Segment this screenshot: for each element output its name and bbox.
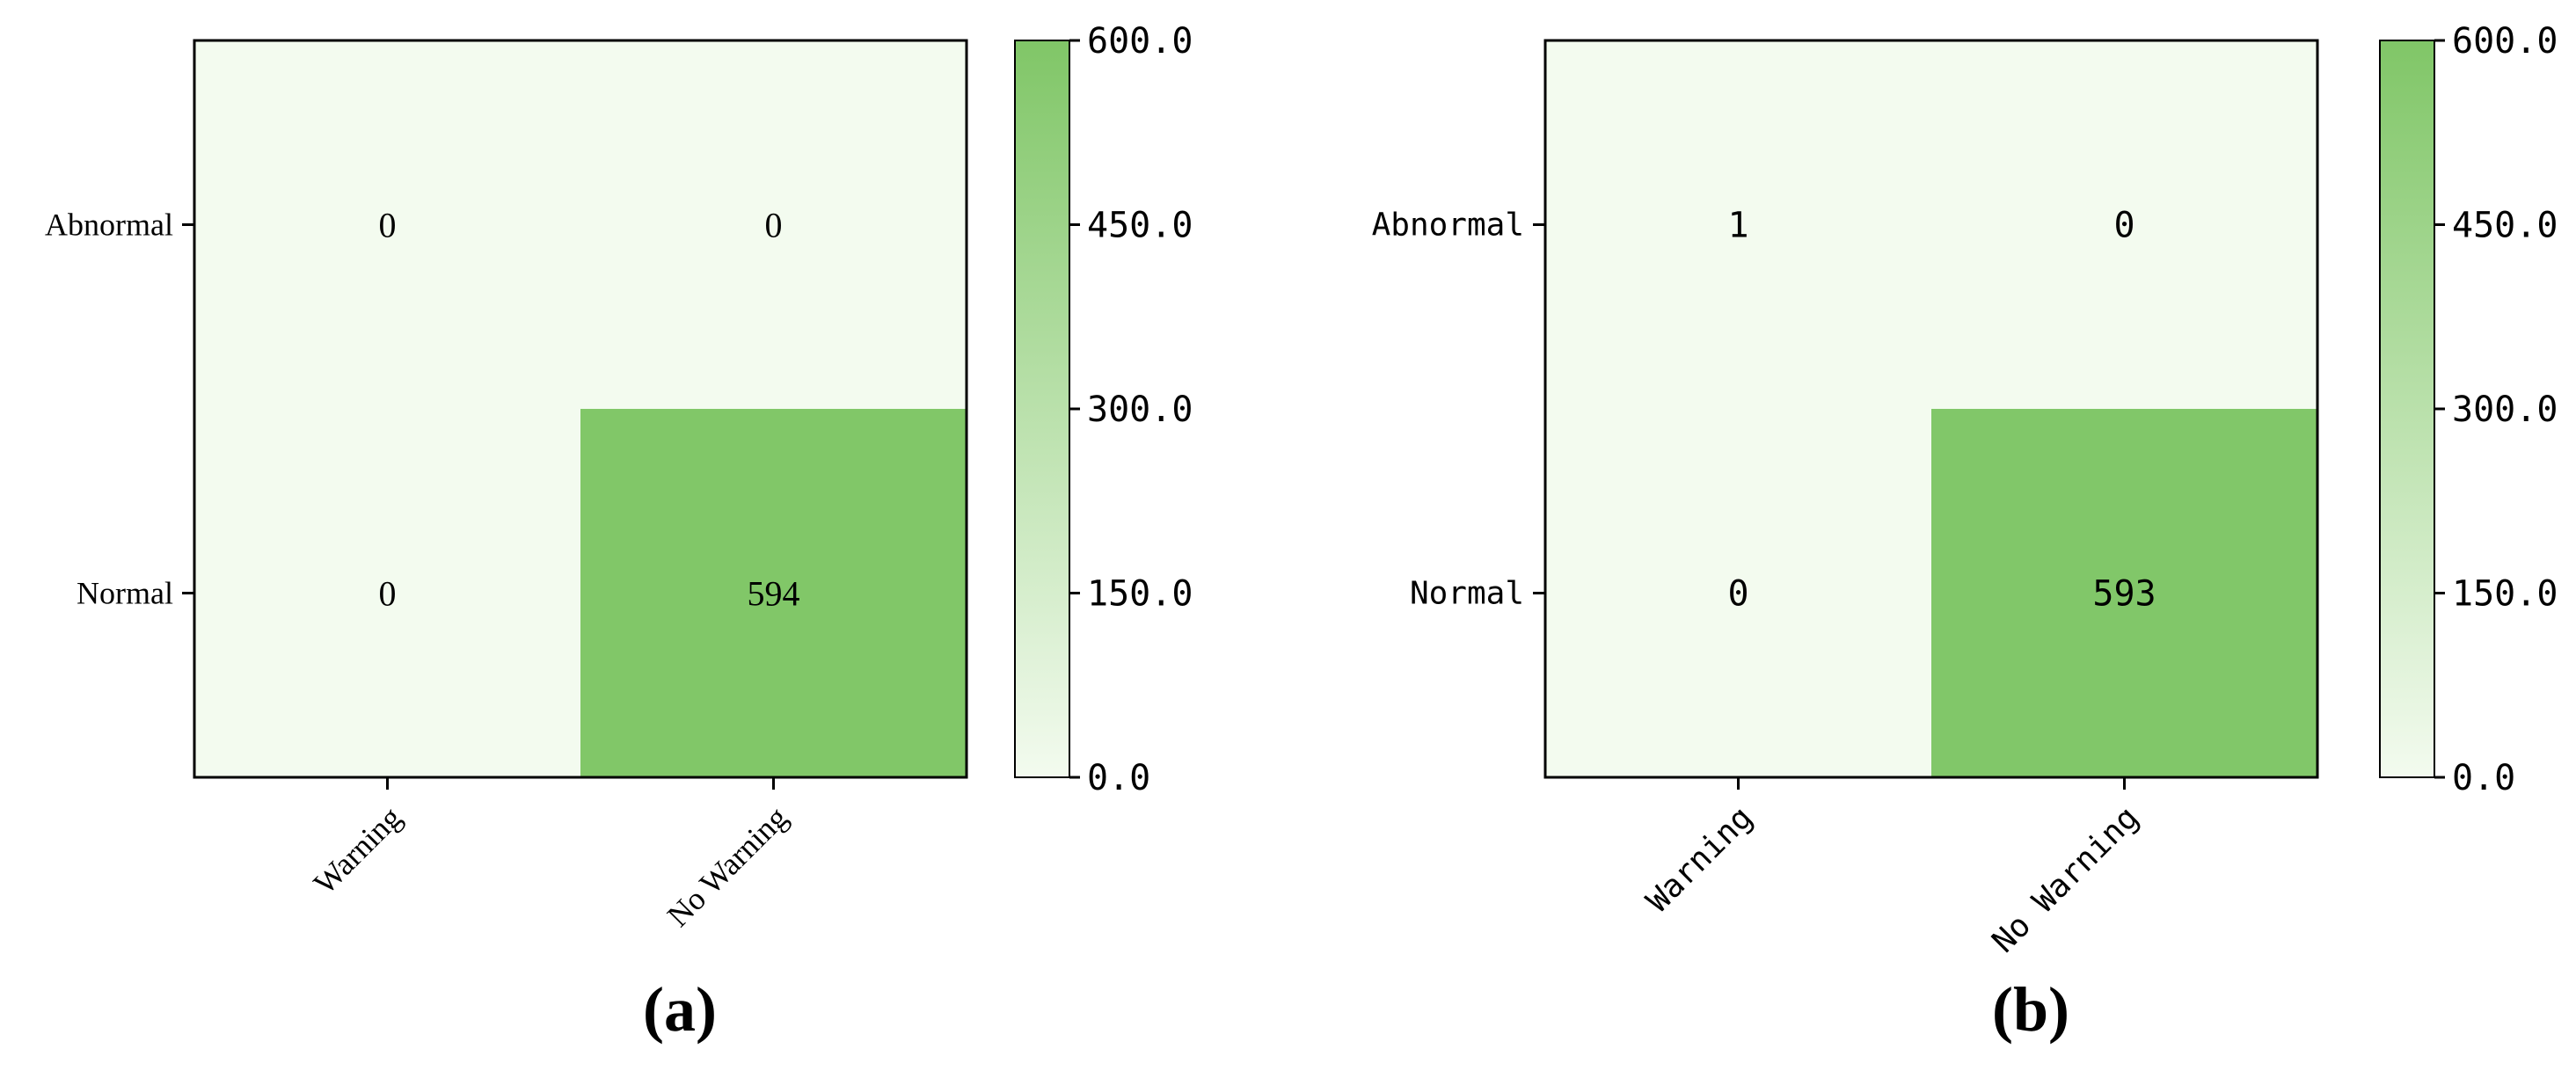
heatmap-cell [194, 40, 580, 409]
heatmap-cell [1545, 409, 1931, 777]
plot-frame [193, 39, 968, 779]
heatmap-cell [580, 40, 967, 409]
cell-value-label: 0 [765, 206, 783, 245]
cell-value-label: 1 [1727, 206, 1748, 246]
colorbar-tick-label: 150.0 [2452, 574, 2558, 615]
x-tick-label: No Warning [660, 799, 794, 933]
colorbar-tick-label: 300.0 [1087, 390, 1193, 430]
colorbar-tick-label: 0.0 [1087, 758, 1150, 798]
cell-value-label: 0 [1727, 574, 1748, 615]
colorbar-tick-label: 0.0 [2452, 758, 2515, 798]
y-tick-label: Abnormal [45, 208, 173, 243]
colorbar-tick-label: 600.0 [2452, 21, 2558, 62]
colorbar-tick-label: 450.0 [2452, 206, 2558, 246]
y-tick-label: Normal [1410, 576, 1524, 612]
heatmap-cell [1545, 40, 1931, 409]
heatmap-cell [1931, 40, 2317, 409]
colorbar [1014, 40, 1070, 778]
panel-caption: (a) [643, 974, 717, 1045]
x-tick-label: Warning [307, 799, 408, 900]
plot-frame [1543, 39, 2319, 779]
heatmap-cell [1931, 409, 2317, 777]
colorbar-tick-label: 150.0 [1087, 574, 1193, 615]
x-tick-label: Warning [1640, 799, 1760, 919]
panel-a: 0 0 0 594 Abnormal Normal Warning No Warning 0.0… [45, 21, 1193, 1045]
cell-value-label: 0 [379, 206, 397, 245]
y-tick-label: Normal [77, 576, 173, 611]
y-tick-label: Abnormal [1372, 208, 1524, 244]
heatmap-cell [194, 409, 580, 777]
panel-b: 1 0 0 593 Abnormal Normal Warning No Warning 0.0… [1372, 21, 2558, 1045]
colorbar [2379, 40, 2435, 778]
panel-caption: (b) [1992, 974, 2069, 1045]
colorbar-tick-label: 450.0 [1087, 206, 1193, 246]
cell-value-label: 593 [2092, 574, 2156, 615]
heatmap-cell [580, 409, 967, 777]
cell-value-label: 0 [2113, 206, 2135, 246]
colorbar-tick-label: 600.0 [1087, 21, 1193, 62]
colorbar-tick-label: 300.0 [2452, 390, 2558, 430]
cell-value-label: 594 [748, 574, 800, 614]
x-tick-label: No Warning [1986, 799, 2146, 959]
cell-value-label: 0 [379, 574, 397, 614]
